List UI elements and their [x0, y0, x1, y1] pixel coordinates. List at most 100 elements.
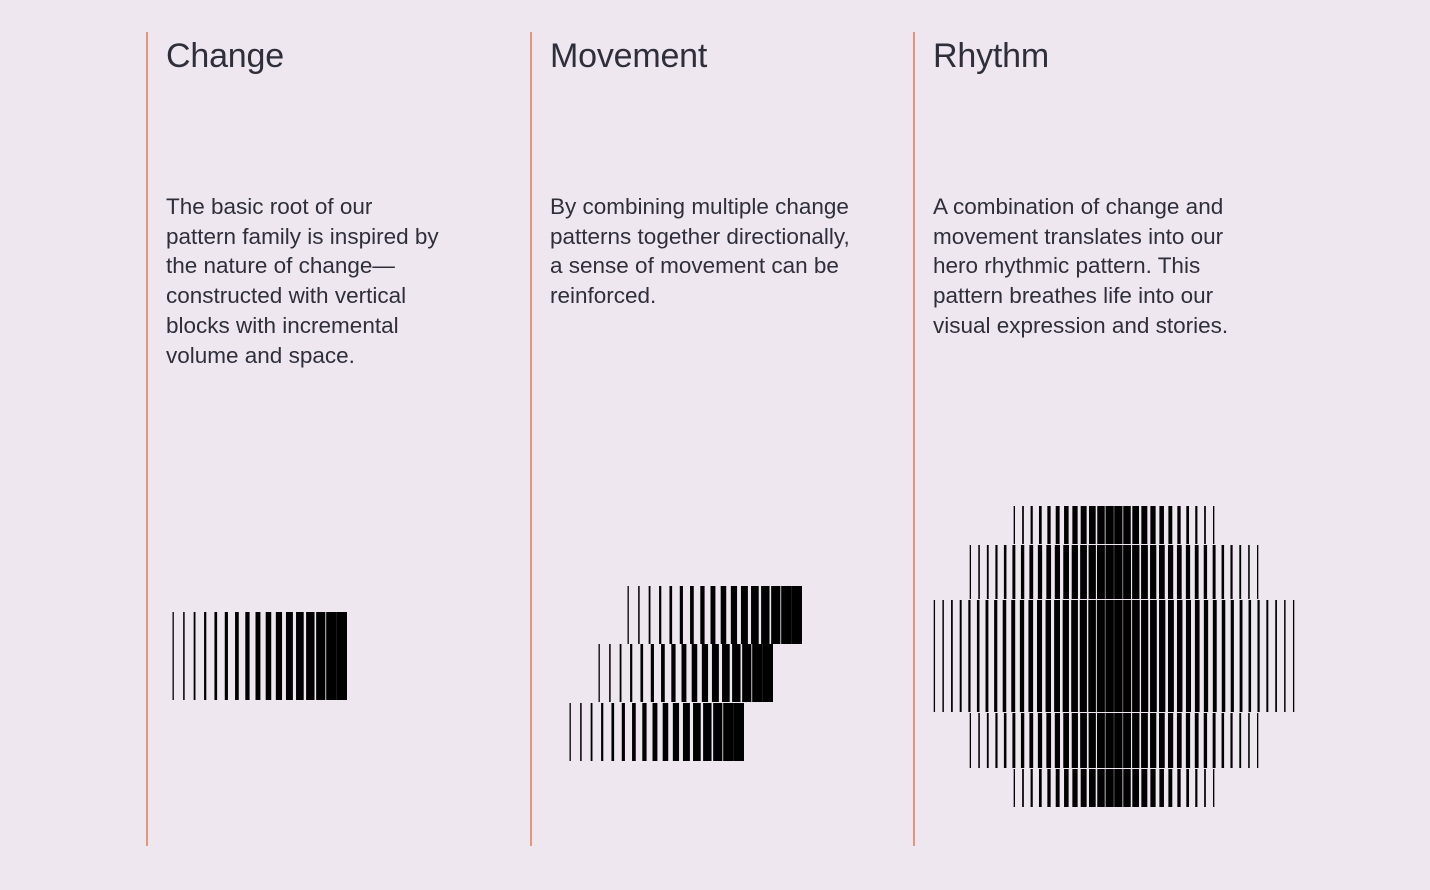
movement-block-2-bar-6	[650, 644, 654, 702]
rhythm-row-2-bar-29	[1212, 545, 1216, 599]
movement-block-1-bar-14	[761, 586, 770, 644]
rhythm-row-2-bar-34	[1257, 545, 1259, 599]
rhythm-pattern	[933, 506, 1295, 807]
rhythm-row-1-bar-4	[1038, 506, 1042, 544]
movement-block-1-bar-17	[791, 586, 802, 644]
rhythm-row-3-bar-2	[942, 600, 944, 712]
movement-block-3-bar-1	[569, 703, 571, 761]
rhythm-row-4-bar-21	[1141, 713, 1148, 768]
rhythm-row-4-bar-1	[969, 713, 972, 768]
movement-block-1-bar-8	[700, 586, 705, 644]
rhythm-row-1-bar-5	[1047, 506, 1051, 544]
rhythm-row-2-bar-22	[1150, 545, 1157, 599]
rhythm-row-3-bar-11	[1019, 600, 1025, 712]
rhythm-row-1-bar-21	[1186, 506, 1190, 544]
rhythm-row-2-bar-19	[1123, 545, 1131, 599]
movement-block-1-bar-3	[648, 586, 651, 644]
rhythm-row-3-bar-28	[1168, 600, 1174, 712]
rhythm-row-1-bar-6	[1055, 506, 1060, 544]
rhythm-row-1-bar-11	[1097, 506, 1105, 544]
rhythm-row-1-bar-15	[1132, 506, 1140, 544]
change-bar-12	[285, 612, 293, 700]
rhythm-row-5-bar-17	[1150, 769, 1156, 807]
rhythm-row-4-bar-13	[1071, 713, 1078, 768]
movement-block-2-bar-15	[742, 644, 752, 702]
rhythm-row-2-bar-7	[1020, 545, 1025, 599]
rhythm-row-3-bar-20	[1096, 600, 1105, 712]
rhythm-row-2-bar-10	[1046, 545, 1052, 599]
rhythm-row-4-bar-11	[1054, 713, 1061, 768]
change-bar-2	[183, 612, 185, 700]
movement-block-3-bar-4	[601, 703, 604, 761]
rhythm-row-4-bar-7	[1020, 713, 1025, 768]
movement-block-2-bar-8	[671, 644, 676, 702]
rhythm-row-3-bar-31	[1194, 600, 1200, 712]
change-bar-14	[306, 612, 315, 700]
change-bar-7	[235, 612, 239, 700]
rhythm-row-3-bar-35	[1230, 600, 1234, 712]
rhythm-row-5-bar-8	[1072, 769, 1078, 807]
rhythm-row-3-bar-41	[1284, 600, 1286, 712]
rhythm-row-4-bar-12	[1063, 713, 1069, 768]
rhythm-row-2-bar-21	[1141, 545, 1148, 599]
rhythm-row-2-bar-27	[1194, 545, 1199, 599]
change-bar-15	[316, 612, 326, 700]
rhythm-row-2-bar-30	[1221, 545, 1225, 599]
rhythm-row-5-bar-9	[1080, 769, 1087, 807]
rhythm-row-3-bar-42	[1292, 600, 1295, 712]
movement-block-1-bar-15	[771, 586, 781, 644]
rhythm-row-3-bar-5	[968, 600, 971, 712]
rhythm-row-4-bar-32	[1239, 713, 1242, 768]
rhythm-row-3-bar-38	[1257, 600, 1260, 712]
rhythm-row-5-bar-2	[1022, 769, 1024, 807]
movement-block-3-bar-14	[703, 703, 712, 761]
movement-block-3-bar-17	[733, 703, 744, 761]
movement-block-1-bar-2	[638, 586, 640, 644]
rhythm-row-2-bar-9	[1037, 545, 1043, 599]
movement-block-2-bar-17	[762, 644, 773, 702]
rhythm-row-4-bar-4	[995, 713, 998, 768]
column-movement: Movement By combining multiple change pa…	[530, 32, 900, 846]
rhythm-row-5-bar-22	[1195, 769, 1198, 807]
rhythm-row-2-bar-12	[1063, 545, 1069, 599]
rhythm-row-5-bar-10	[1088, 769, 1096, 807]
rhythm-row-4-bar-9	[1037, 713, 1043, 768]
rhythm-row-4-bar-28	[1203, 713, 1208, 768]
movement-block-1-bar-13	[751, 586, 759, 644]
rhythm-row-1-bar-14	[1123, 506, 1131, 544]
rhythm-row-4-bar-15	[1088, 713, 1096, 768]
movement-block-3-bar-9	[652, 703, 658, 761]
movement-block-2-bar-5	[640, 644, 644, 702]
rhythm-row-4-bar-31	[1230, 713, 1233, 768]
rhythm-row-1-bar-16	[1141, 506, 1148, 544]
rhythm-row-1-bar-3	[1030, 506, 1033, 544]
rhythm-row-4-bar-26	[1185, 713, 1191, 768]
rhythm-row-3-bar-1	[933, 600, 936, 712]
rhythm-row-4-bar-19	[1123, 713, 1131, 768]
movement-block-2-bar-10	[691, 644, 698, 702]
rhythm-row-5-bar-4	[1038, 769, 1042, 807]
rhythm-row-2-bar-8	[1029, 545, 1034, 599]
rhythm-row-5-bar-6	[1055, 769, 1060, 807]
rhythm-row-2-bar-24	[1167, 545, 1174, 599]
rhythm-row-3-bar-26	[1150, 600, 1157, 712]
rhythm-row-5-bar-16	[1141, 769, 1148, 807]
rhythm-row-1-bar-9	[1080, 506, 1087, 544]
rhythm-row-5-bar-18	[1159, 769, 1164, 807]
rhythm-row-4-bar-20	[1132, 713, 1140, 768]
movement-block-1-bar-9	[710, 586, 716, 644]
rhythm-row-4-bar-17	[1105, 713, 1114, 768]
rhythm-row-4-bar-23	[1159, 713, 1165, 768]
rhythm-title: Rhythm	[933, 37, 1049, 75]
rhythm-row-1-bar-13	[1114, 506, 1123, 544]
rhythm-row-3-bar-12	[1028, 600, 1034, 712]
rhythm-row-1-bar-18	[1159, 506, 1164, 544]
change-bar-11	[275, 612, 283, 700]
movement-block-1-bar-16	[781, 586, 792, 644]
movement-block-1-bar-12	[740, 586, 748, 644]
change-bar-17	[336, 612, 347, 700]
rhythm-row-5-bar-21	[1186, 769, 1190, 807]
rhythm-row-4-bar-24	[1167, 713, 1174, 768]
rhythm-row-1-bar-22	[1195, 506, 1198, 544]
rhythm-row-3-bar-10	[1011, 600, 1016, 712]
